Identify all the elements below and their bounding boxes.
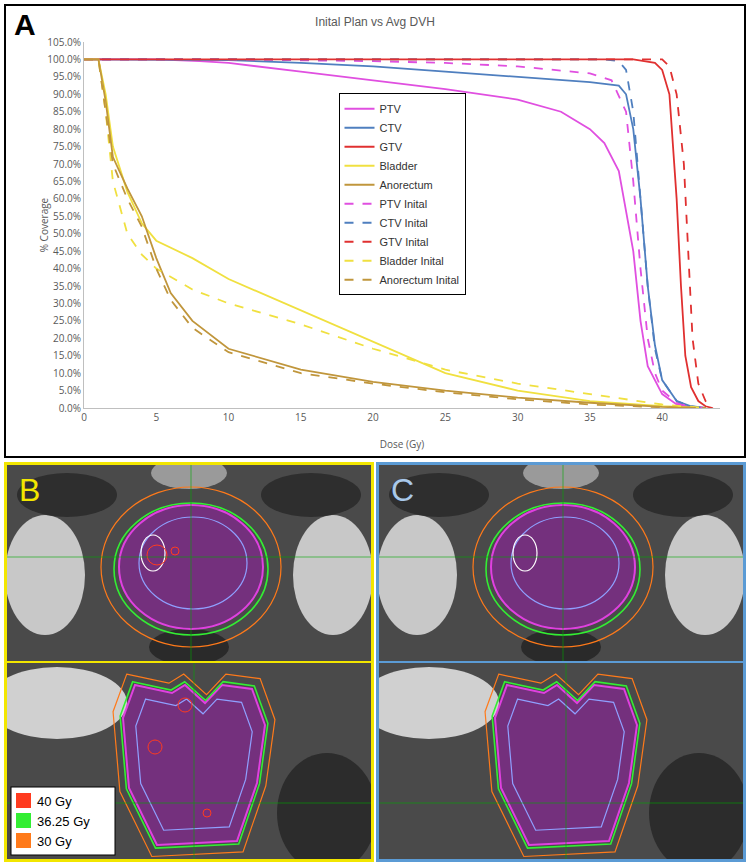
- svg-text:PTV Inital: PTV Inital: [380, 198, 428, 210]
- svg-text:Anorectum: Anorectum: [380, 179, 433, 191]
- svg-text:15.0%: 15.0%: [53, 348, 81, 362]
- svg-text:20.0%: 20.0%: [53, 331, 81, 345]
- svg-text:25.0%: 25.0%: [53, 313, 81, 327]
- svg-text:35: 35: [584, 410, 596, 424]
- svg-text:35.0%: 35.0%: [53, 279, 81, 293]
- svg-text:Bladder: Bladder: [380, 160, 418, 172]
- svg-text:50.0%: 50.0%: [53, 226, 81, 240]
- svg-text:100.0%: 100.0%: [47, 52, 81, 66]
- svg-text:75.0%: 75.0%: [53, 139, 81, 153]
- svg-text:PTV: PTV: [380, 103, 402, 115]
- svg-text:30: 30: [512, 410, 524, 424]
- svg-text:5.0%: 5.0%: [59, 383, 81, 397]
- svg-text:40 Gy: 40 Gy: [37, 794, 72, 809]
- svg-text:15: 15: [295, 410, 307, 424]
- svg-text:5: 5: [153, 410, 159, 424]
- svg-text:36.25 Gy: 36.25 Gy: [37, 814, 90, 829]
- svg-text:Bladder Inital: Bladder Inital: [380, 255, 444, 267]
- svg-text:60.0%: 60.0%: [53, 191, 81, 205]
- svg-text:55.0%: 55.0%: [53, 209, 81, 223]
- svg-text:GTV: GTV: [380, 141, 403, 153]
- svg-text:25: 25: [440, 410, 452, 424]
- svg-text:0: 0: [81, 410, 87, 424]
- svg-text:Anorectum Inital: Anorectum Inital: [380, 274, 459, 286]
- svg-text:95.0%: 95.0%: [53, 69, 81, 83]
- svg-text:C: C: [391, 472, 414, 508]
- svg-text:Dose (Gy): Dose (Gy): [380, 437, 424, 451]
- svg-text:0.0%: 0.0%: [59, 401, 81, 415]
- svg-text:80.0%: 80.0%: [53, 122, 81, 136]
- svg-text:10.0%: 10.0%: [53, 366, 81, 380]
- svg-text:CTV Inital: CTV Inital: [380, 217, 428, 229]
- svg-text:CTV: CTV: [380, 122, 403, 134]
- svg-text:45.0%: 45.0%: [53, 244, 81, 258]
- svg-text:85.0%: 85.0%: [53, 104, 81, 118]
- svg-text:B: B: [19, 472, 40, 508]
- svg-text:90.0%: 90.0%: [53, 87, 81, 101]
- svg-text:40.0%: 40.0%: [53, 261, 81, 275]
- svg-text:20: 20: [367, 410, 379, 424]
- svg-text:Inital Plan vs Avg DVH: Inital Plan vs Avg DVH: [315, 15, 435, 29]
- svg-text:10: 10: [223, 410, 235, 424]
- svg-text:65.0%: 65.0%: [53, 174, 81, 188]
- svg-text:70.0%: 70.0%: [53, 157, 81, 171]
- svg-text:30 Gy: 30 Gy: [37, 834, 72, 849]
- svg-text:30.0%: 30.0%: [53, 296, 81, 310]
- html-text:A: A: [14, 8, 36, 41]
- svg-text:GTV Inital: GTV Inital: [380, 236, 429, 248]
- svg-text:40: 40: [656, 410, 668, 424]
- svg-text:% Coverage: % Coverage: [37, 197, 51, 252]
- svg-text:105.0%: 105.0%: [47, 35, 81, 49]
